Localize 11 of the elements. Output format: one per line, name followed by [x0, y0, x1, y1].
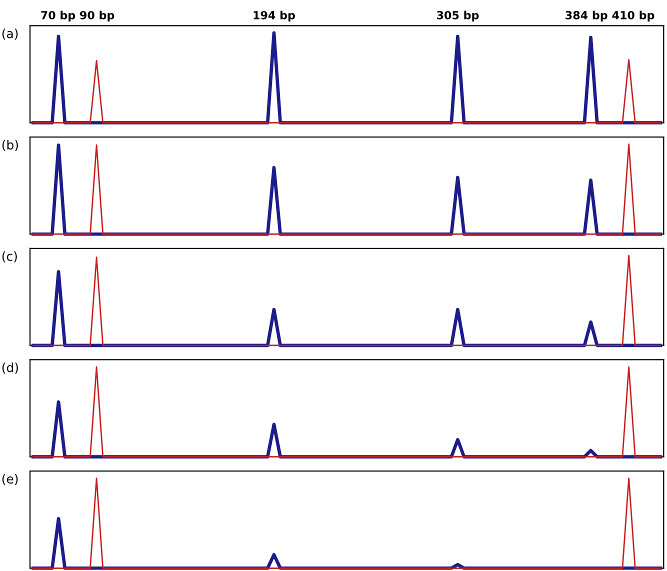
chart-title: (e) [2, 474, 18, 486]
text: 305 bp [436, 10, 479, 22]
chart-title: (a) [2, 28, 18, 40]
text: 194 bp [254, 10, 295, 22]
chart-title: (d) [2, 362, 18, 374]
chart-title: (b) [2, 140, 18, 152]
text: 90 bp [80, 10, 114, 22]
text: 384 bp [566, 10, 608, 22]
text: 410 bp [612, 10, 654, 22]
text: 70 bp [41, 10, 76, 22]
chart-title: (c) [2, 251, 17, 262]
